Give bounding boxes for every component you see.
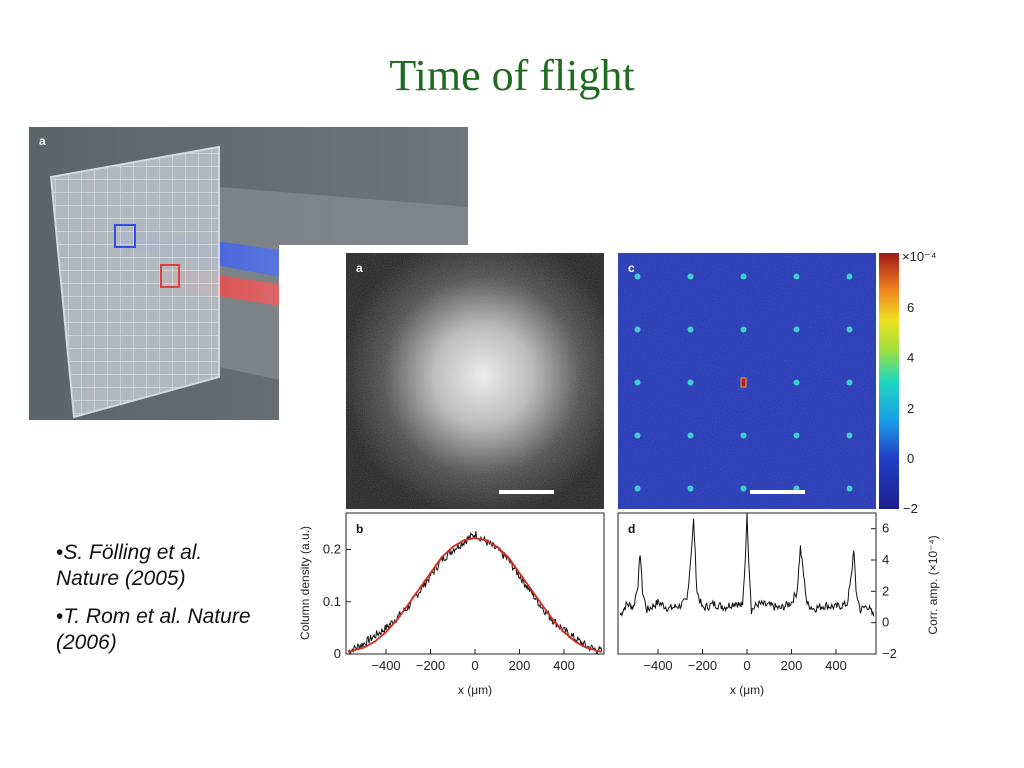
- blue-beam-spot: [114, 224, 136, 248]
- y-tick-label: 0.1: [323, 594, 341, 609]
- x-tick-label: 0: [743, 658, 750, 673]
- colorbar-tick: 2: [907, 401, 914, 416]
- correlation-peak: [634, 485, 641, 492]
- reference-text: T. Rom et al. Nature (2006): [56, 605, 251, 654]
- references: •S. Fölling et al. Nature (2005) •T. Rom…: [56, 540, 271, 668]
- data-line: [619, 512, 875, 617]
- reference-text: S. Fölling et al. Nature (2005): [56, 541, 203, 590]
- y-tick-label: 2: [882, 583, 889, 598]
- central-peak: [740, 377, 747, 388]
- x-tick-label: 200: [509, 658, 531, 673]
- reference-item: •T. Rom et al. Nature (2006): [56, 604, 271, 656]
- correlation-peak: [687, 485, 694, 492]
- correlation-peak: [793, 379, 800, 386]
- reference-item: •S. Fölling et al. Nature (2005): [56, 540, 271, 592]
- correlation-peak: [793, 273, 800, 280]
- x-axis-label: x (μm): [730, 683, 764, 697]
- x-tick-label: 400: [553, 658, 575, 673]
- correlation-peak: [634, 273, 641, 280]
- y-axis-label: Column density (a.u.): [298, 526, 312, 640]
- colorbar-tick: 6: [907, 300, 914, 315]
- y-tick-label: 0: [882, 615, 889, 630]
- correlation-peak: [740, 273, 747, 280]
- x-tick-label: −200: [416, 658, 445, 673]
- y-tick-label: 6: [882, 521, 889, 536]
- scale-bar-c: [750, 490, 805, 494]
- correlation-peak: [793, 432, 800, 439]
- x-tick-label: 0: [471, 658, 478, 673]
- colorbar: ×10⁻⁴ 6 4 2 0 −2: [879, 249, 937, 516]
- x-tick-label: 200: [781, 658, 803, 673]
- x-tick-label: −400: [643, 658, 672, 673]
- correlation-peak: [846, 326, 853, 333]
- colorbar-tick: 4: [907, 350, 914, 365]
- correlation-peak: [634, 326, 641, 333]
- correlation-peak: [687, 326, 694, 333]
- panel-a-absorption-image: a: [346, 253, 604, 509]
- correlation-peak: [846, 273, 853, 280]
- x-tick-label: −200: [688, 658, 717, 673]
- tof-figure: a c ×10⁻⁴ 6 4 2 0 −2 b −400 −200 0 200 40000…: [279, 245, 959, 705]
- bullet: •: [56, 541, 64, 564]
- red-beam-spot: [160, 264, 180, 288]
- correlation-peak: [740, 432, 747, 439]
- correlation-peak: [634, 432, 641, 439]
- correlation-peak: [846, 485, 853, 492]
- panel-b-density-profile: b −400 −200 0 200 400 0 0.1 0.2 Column density …: [298, 512, 605, 697]
- colorbar-tick: −2: [903, 501, 918, 516]
- correlation-peaks: [634, 273, 853, 492]
- y-tick-label: −2: [882, 646, 897, 661]
- correlation-peak: [846, 379, 853, 386]
- correlation-peak: [687, 273, 694, 280]
- fit-line: [347, 537, 603, 653]
- y-axis-label: Corr. amp. (×10⁻⁴): [926, 535, 940, 634]
- panel-b-label: b: [356, 522, 363, 536]
- correlation-peak: [740, 485, 747, 492]
- correlation-peak: [846, 432, 853, 439]
- panel-c-label: c: [628, 261, 635, 275]
- slide-title: Time of flight: [389, 51, 635, 100]
- scale-bar-a: [499, 490, 554, 494]
- panel-a-label: a: [356, 261, 363, 275]
- x-tick-label: −400: [371, 658, 400, 673]
- x-axis-label: x (μm): [458, 683, 492, 697]
- colorbar-tick: 0: [907, 451, 914, 466]
- panel-c-correlation-map: c: [618, 253, 876, 509]
- correlation-peak: [793, 326, 800, 333]
- x-tick-label: 400: [825, 658, 847, 673]
- y-tick-label: 0.2: [323, 542, 341, 557]
- panel-d-label: d: [628, 522, 635, 536]
- y-tick-label: 4: [882, 552, 889, 567]
- colorbar-exponent: ×10⁻⁴: [902, 249, 937, 264]
- correlation-peak: [634, 379, 641, 386]
- detection-grid-plane: [49, 145, 220, 419]
- bullet: •: [56, 605, 64, 628]
- panel-d-correlation-profile: d −400 −200 0 200 400 6 4 2 0 −2 Corr. amp. (×10⁻…: [617, 512, 940, 697]
- correlation-peak: [687, 379, 694, 386]
- y-tick-label: 0: [334, 646, 341, 661]
- panel-label-3d: a: [39, 134, 46, 148]
- correlation-peak: [687, 432, 694, 439]
- correlation-peak: [740, 326, 747, 333]
